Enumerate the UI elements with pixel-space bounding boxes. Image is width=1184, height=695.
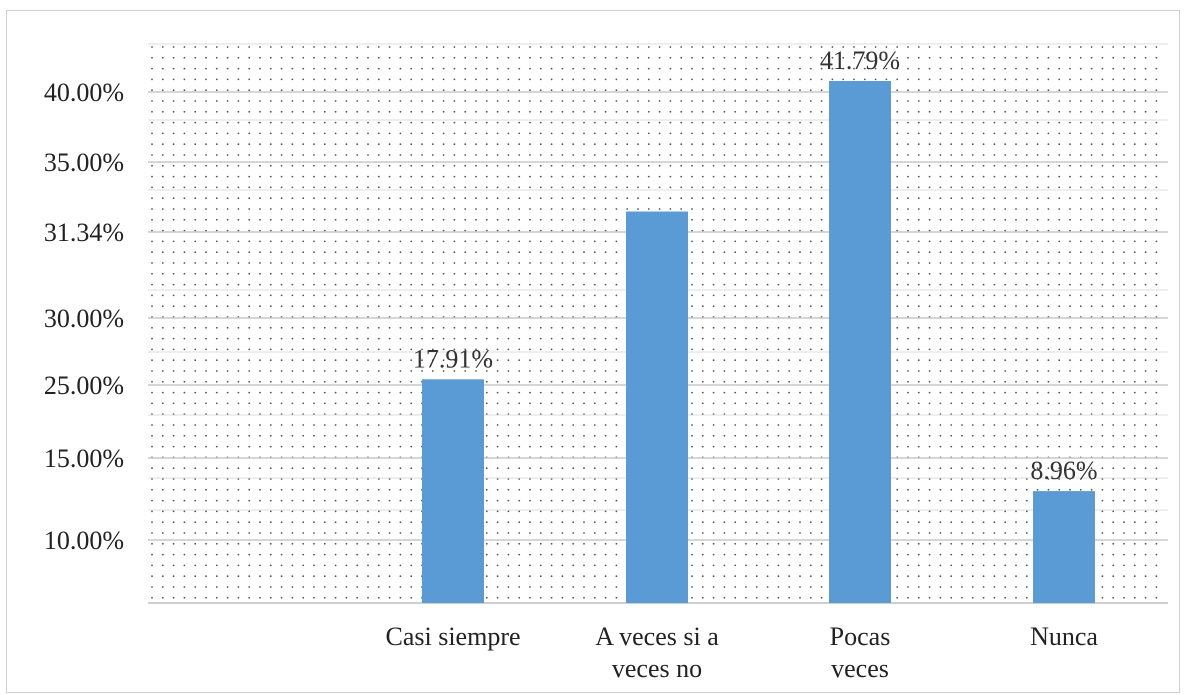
y-tick-label: 30.00% bbox=[44, 304, 124, 333]
x-category-label: A veces si a veces no bbox=[595, 622, 719, 683]
y-tick-label: 35.00% bbox=[44, 148, 124, 177]
bar bbox=[626, 211, 688, 603]
y-tick-label: 40.00% bbox=[44, 78, 124, 107]
x-category-label: Pocas veces bbox=[830, 622, 891, 683]
data-label: 8.96% bbox=[1030, 456, 1097, 485]
bar bbox=[422, 379, 484, 603]
x-category-label: Nunca bbox=[1030, 622, 1098, 651]
bars-layer bbox=[422, 81, 1095, 603]
bar bbox=[829, 81, 891, 603]
y-tick-label: 15.00% bbox=[44, 444, 124, 473]
y-tick-label: 10.00% bbox=[44, 526, 124, 555]
data-label: 17.91% bbox=[413, 344, 493, 373]
labels-layer: 40.00% 35.00% 31.34% 30.00% 25.00% 15.00% 10.0… bbox=[44, 46, 1099, 683]
x-category-label: Casi siempre bbox=[385, 622, 520, 651]
bar bbox=[1033, 491, 1095, 603]
y-tick-label: 31.34% bbox=[44, 218, 124, 247]
data-label: 41.79% bbox=[820, 46, 900, 75]
y-tick-label: 25.00% bbox=[44, 371, 124, 400]
